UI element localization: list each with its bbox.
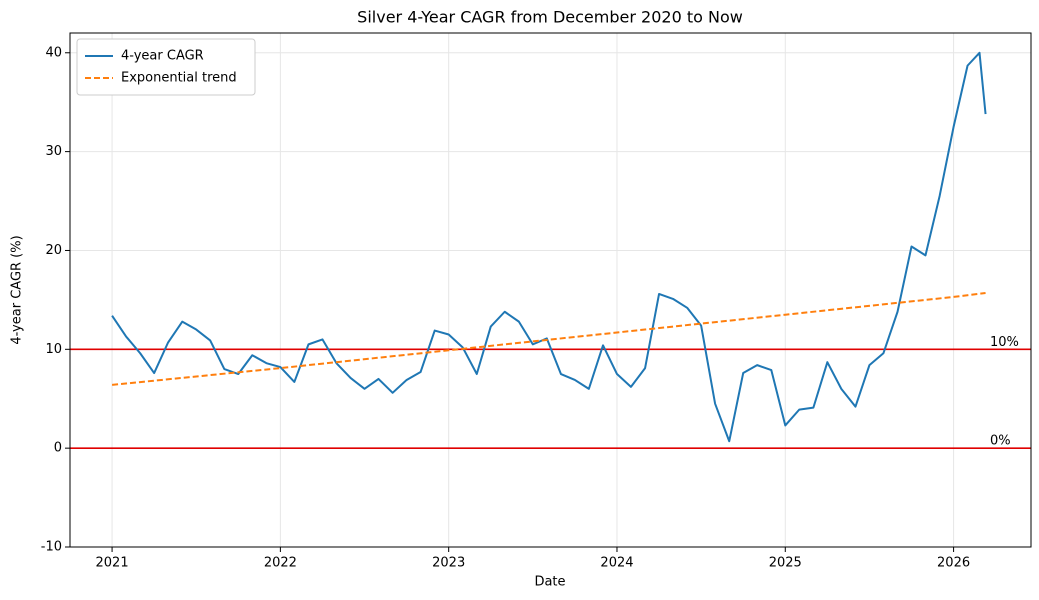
chart-title: Silver 4-Year CAGR from December 2020 to…: [357, 8, 743, 27]
x-tick-label: 2024: [600, 556, 633, 571]
y-tick-label: 30: [45, 144, 62, 159]
y-tick-label: 20: [45, 243, 62, 258]
x-tick-label: 2023: [432, 556, 465, 571]
y-tick-label: 10: [45, 342, 62, 357]
legend-box: [76, 38, 256, 96]
series-line: [111, 291, 986, 386]
x-axis-label: Date: [534, 575, 565, 590]
legend-label: Exponential trend: [121, 71, 237, 86]
y-axis-label: 4-year CAGR (%): [10, 235, 25, 344]
x-tick-label: 2022: [264, 556, 297, 571]
x-tick-label: 2025: [769, 556, 802, 571]
x-tick-label: 2026: [937, 556, 970, 571]
reference-label: 10%: [990, 335, 1019, 350]
y-tick-label: -10: [41, 540, 62, 555]
y-tick-label: 0: [54, 441, 62, 456]
series-line: [111, 51, 987, 443]
legend-label: 4-year CAGR: [121, 49, 204, 64]
y-tick-label: 40: [45, 45, 62, 60]
reference-label: 0%: [990, 434, 1011, 449]
plot-frame: [69, 32, 1032, 548]
x-tick-label: 2021: [96, 556, 129, 571]
